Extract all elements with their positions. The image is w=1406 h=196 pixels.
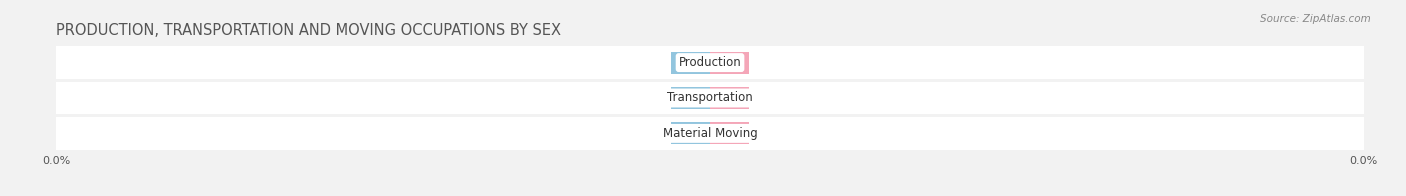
Bar	[671, 122, 710, 144]
Text: 0.0%: 0.0%	[676, 93, 704, 103]
Bar	[710, 122, 749, 144]
Text: 0.0%: 0.0%	[716, 58, 744, 68]
Text: Material Moving: Material Moving	[662, 127, 758, 140]
Text: 0.0%: 0.0%	[676, 58, 704, 68]
Bar	[671, 87, 710, 109]
Bar	[56, 117, 1364, 150]
Bar	[710, 52, 749, 74]
Text: 0.0%: 0.0%	[716, 128, 744, 138]
Text: Source: ZipAtlas.com: Source: ZipAtlas.com	[1260, 14, 1371, 24]
Bar	[56, 46, 1364, 79]
Bar	[671, 52, 710, 74]
Text: Transportation: Transportation	[668, 92, 752, 104]
Text: 0.0%: 0.0%	[716, 93, 744, 103]
Text: Production: Production	[679, 56, 741, 69]
Bar	[56, 82, 1364, 114]
Bar	[710, 87, 749, 109]
Text: PRODUCTION, TRANSPORTATION AND MOVING OCCUPATIONS BY SEX: PRODUCTION, TRANSPORTATION AND MOVING OC…	[56, 23, 561, 38]
Text: 0.0%: 0.0%	[676, 128, 704, 138]
